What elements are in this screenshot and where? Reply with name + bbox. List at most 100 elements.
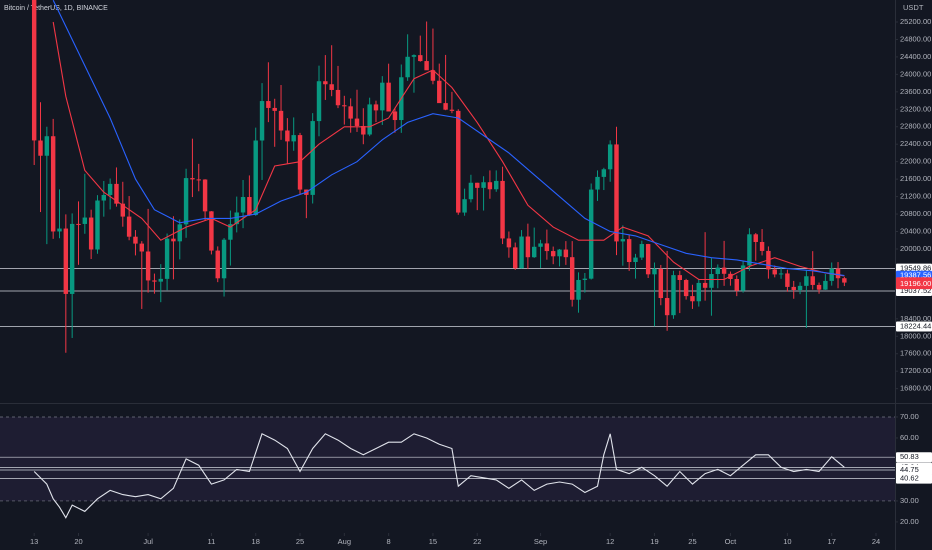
y-tick-label: 23600.00 — [900, 87, 931, 96]
x-tick-label: Oct — [725, 537, 738, 546]
candle-body — [158, 278, 163, 282]
level-label: 50.83 — [900, 452, 919, 461]
candle-body — [386, 82, 391, 112]
candle-body — [709, 274, 714, 288]
candle-body — [253, 140, 258, 215]
x-tick-label: 13 — [30, 537, 38, 546]
candle-body — [544, 243, 550, 252]
candle-body — [620, 239, 626, 242]
candle-body — [588, 189, 594, 279]
y-tick-label: 60.00 — [900, 433, 919, 442]
candle-body — [424, 61, 429, 71]
x-tick-label: 12 — [606, 537, 614, 546]
candle-body — [76, 223, 81, 225]
candle-body — [373, 104, 379, 111]
y-tick-label: 20000.00 — [900, 244, 931, 253]
candle-body — [816, 284, 822, 290]
x-tick-label: 22 — [473, 537, 481, 546]
candle-body — [664, 298, 670, 316]
level-label: 40.62 — [900, 474, 919, 483]
y-tick-label: 20.00 — [900, 517, 919, 526]
y-tick-label: 22800.00 — [900, 122, 931, 131]
candle-body — [721, 267, 727, 274]
candle-body — [582, 278, 588, 280]
level-box — [896, 473, 932, 484]
level-label: 44.75 — [900, 465, 919, 474]
candle-body — [177, 224, 182, 242]
candle-body — [44, 136, 50, 156]
candle-body — [392, 111, 398, 121]
candle-body — [196, 179, 201, 181]
candle-body — [734, 278, 739, 291]
candle-body — [468, 182, 474, 200]
y-tick-label: 30.00 — [900, 496, 919, 505]
y-tick-label: 24000.00 — [900, 69, 931, 78]
y-tick-label: 16800.00 — [900, 384, 931, 393]
x-tick-label: 15 — [429, 537, 437, 546]
candle-body — [645, 244, 651, 275]
y-tick-label: 24400.00 — [900, 52, 931, 61]
candle-body — [342, 105, 347, 107]
candle-body — [120, 203, 126, 217]
candle-body — [804, 276, 809, 286]
candle-body — [209, 211, 214, 251]
candle-body — [152, 280, 157, 282]
candle-body — [215, 250, 220, 279]
currency-label: USDT — [903, 3, 924, 12]
y-tick-label: 17200.00 — [900, 366, 931, 375]
candle-body — [456, 110, 461, 213]
candle-body — [190, 178, 195, 180]
candle-body — [31, 0, 37, 141]
chart-title: Bitcoin / TetherUS, 1D, BINANCE — [4, 5, 108, 12]
candle-body — [285, 130, 290, 142]
candle-body — [443, 103, 448, 110]
candle-body — [107, 183, 113, 195]
candle-body — [785, 273, 790, 287]
candle-body — [677, 275, 683, 281]
candle-body — [639, 244, 645, 258]
candle-body — [487, 182, 493, 190]
level-box — [896, 321, 932, 332]
y-tick-label: 18000.00 — [900, 331, 931, 340]
candle-body — [183, 178, 189, 225]
candle-body — [797, 285, 803, 290]
y-tick-label: 20400.00 — [900, 226, 931, 235]
indicator-line — [52, 0, 845, 277]
candle-body — [126, 216, 132, 237]
level-label: 19549.86 — [900, 264, 931, 273]
candle-body — [715, 267, 720, 275]
price-box — [896, 279, 932, 290]
rsi-band — [0, 416, 895, 501]
price-label: 19387.56 — [900, 271, 931, 280]
candle-body — [114, 183, 119, 204]
candle-body — [361, 125, 366, 135]
y-tick-label: 20800.00 — [900, 209, 931, 218]
candle-body — [519, 236, 524, 269]
candle-body — [164, 238, 170, 279]
candle-body — [95, 200, 100, 250]
candle-body — [437, 80, 442, 104]
candle-body — [772, 269, 777, 275]
candle-body — [354, 118, 360, 126]
candle-body — [658, 268, 664, 299]
candle-body — [171, 238, 176, 242]
candle-body — [145, 251, 151, 281]
candle-body — [525, 236, 531, 258]
y-tick-label: 23200.00 — [900, 104, 931, 113]
candle-body — [234, 212, 239, 225]
level-box — [896, 452, 932, 463]
candle-body — [702, 282, 708, 288]
candle-body — [740, 265, 746, 291]
candle-body — [671, 275, 676, 316]
candle-body — [240, 197, 246, 213]
x-tick-label: 25 — [688, 537, 696, 546]
candle-body — [626, 239, 632, 263]
candle-body — [430, 70, 436, 81]
candle-body — [500, 180, 505, 239]
candle-body — [601, 169, 607, 177]
candle-body — [550, 251, 556, 257]
candle-body — [329, 84, 334, 90]
candle-body — [696, 282, 701, 302]
candle-body — [133, 236, 138, 244]
